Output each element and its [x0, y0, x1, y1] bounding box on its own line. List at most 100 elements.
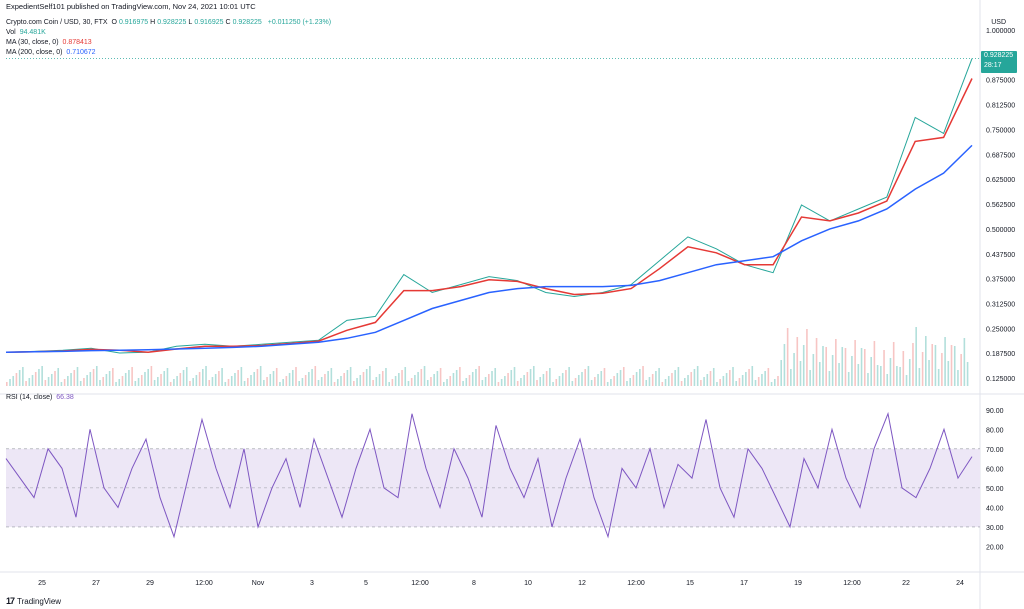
- volume-bar: [841, 347, 844, 386]
- volume-bar: [844, 348, 847, 386]
- volume-bar: [41, 366, 43, 386]
- time-tick-label: 24: [956, 580, 964, 587]
- volume-bar: [635, 372, 638, 386]
- volume-bar: [549, 368, 551, 386]
- volume-bar: [391, 379, 394, 386]
- volume-bar: [632, 375, 635, 386]
- volume-bar: [439, 368, 442, 386]
- ma30-legend[interactable]: MA (30, close, 0) 0.878413: [6, 38, 94, 48]
- volume-legend[interactable]: Vol 94.481K: [6, 28, 48, 38]
- volume-bar: [680, 381, 683, 386]
- rsi-tick-label: 40.00: [986, 505, 1004, 512]
- volume-bar: [494, 368, 497, 386]
- volume-bar: [375, 377, 378, 386]
- volume-bar: [767, 368, 770, 386]
- currency-label: USD: [991, 19, 1006, 26]
- volume-bar: [99, 380, 101, 386]
- volume-bar: [568, 367, 570, 386]
- volume-bar: [166, 368, 169, 386]
- volume-bar: [937, 369, 940, 386]
- ma200-legend[interactable]: MA (200, close, 0) 0.710672: [6, 48, 98, 58]
- volume-bar: [812, 354, 815, 386]
- volume-bar: [590, 380, 593, 386]
- volume-bar: [953, 346, 956, 386]
- volume-bar: [770, 382, 773, 386]
- volume-bar: [247, 378, 249, 386]
- ohlc-value: 0.916925: [194, 19, 224, 26]
- volume-bar: [452, 373, 455, 386]
- volume-bar: [577, 375, 580, 386]
- volume-bar: [876, 365, 879, 386]
- tradingview-watermark[interactable]: 17 TradingView: [6, 596, 61, 606]
- volume-bar: [687, 375, 689, 386]
- price-tick-label: 0.500000: [986, 227, 1015, 234]
- volume-bar: [500, 379, 503, 386]
- volume-bar: [140, 375, 143, 386]
- volume-bar: [92, 369, 95, 386]
- volume-bar: [324, 374, 326, 386]
- volume-bar: [928, 360, 930, 386]
- rsi-legend[interactable]: RSI (14, close) 66.38: [6, 393, 76, 403]
- volume-bar: [719, 379, 721, 386]
- volume-bar: [288, 373, 291, 386]
- time-tick-label: 12:00: [627, 580, 645, 587]
- volume-bar: [613, 376, 615, 386]
- volume-bar: [224, 382, 227, 386]
- price-tick-label: 0.812500: [986, 103, 1015, 110]
- volume-bar: [259, 366, 262, 386]
- volume-bar: [475, 369, 477, 386]
- volume-bar: [436, 371, 439, 386]
- ohlc-key: O: [111, 19, 117, 26]
- ma30-value: 0.878413: [62, 39, 92, 46]
- volume-bar: [234, 373, 236, 386]
- volume-bar: [587, 366, 590, 386]
- rsi-tick-label: 20.00: [986, 544, 1004, 551]
- volume-bar: [455, 370, 458, 386]
- volume-bar: [619, 370, 622, 386]
- volume-bar: [221, 368, 223, 386]
- volume-bar: [22, 367, 24, 386]
- volume-bar: [124, 373, 127, 386]
- volume-bar: [237, 370, 239, 386]
- volume-bar: [516, 381, 519, 386]
- volume-bar: [815, 338, 818, 386]
- price-tick-label: 0.437500: [986, 252, 1015, 259]
- volume-bar: [38, 369, 40, 386]
- volume-bar: [240, 367, 243, 386]
- volume-bar: [725, 373, 728, 386]
- volume-bar: [738, 378, 741, 386]
- volume-bar: [50, 374, 53, 386]
- rsi-tick-label: 60.00: [986, 466, 1004, 473]
- volume-bar: [105, 374, 108, 386]
- volume-bar: [870, 357, 872, 386]
- time-tick-label: 8: [472, 580, 476, 587]
- volume-bar: [330, 368, 333, 386]
- volume-bar: [211, 377, 214, 386]
- time-tick-label: 12: [578, 580, 586, 587]
- time-tick-label: 19: [794, 580, 802, 587]
- volume-bar: [365, 369, 368, 386]
- volume-bar: [594, 377, 596, 386]
- volume-bar: [15, 373, 18, 386]
- volume-bar: [417, 372, 419, 386]
- volume-bar: [420, 369, 423, 386]
- volume-bar: [484, 377, 487, 386]
- ohlc-value: 0.928225: [157, 19, 187, 26]
- ma200-line: [5, 144, 973, 353]
- volume-bar: [908, 359, 911, 386]
- volume-bar: [565, 370, 567, 386]
- volume-bar: [777, 376, 779, 386]
- volume-bar: [745, 372, 747, 386]
- volume-bar: [658, 368, 660, 386]
- volume-bar: [86, 375, 88, 386]
- volume-bar: [886, 374, 889, 386]
- volume-bar: [218, 371, 220, 386]
- volume-bar: [941, 353, 943, 386]
- volume-bar: [208, 380, 211, 386]
- volume-bar: [764, 371, 766, 386]
- volume-bar: [185, 367, 188, 386]
- last-price-tag: 0.928225 28:17: [981, 51, 1017, 73]
- volume-bar: [471, 372, 474, 386]
- volume-bar: [757, 377, 760, 386]
